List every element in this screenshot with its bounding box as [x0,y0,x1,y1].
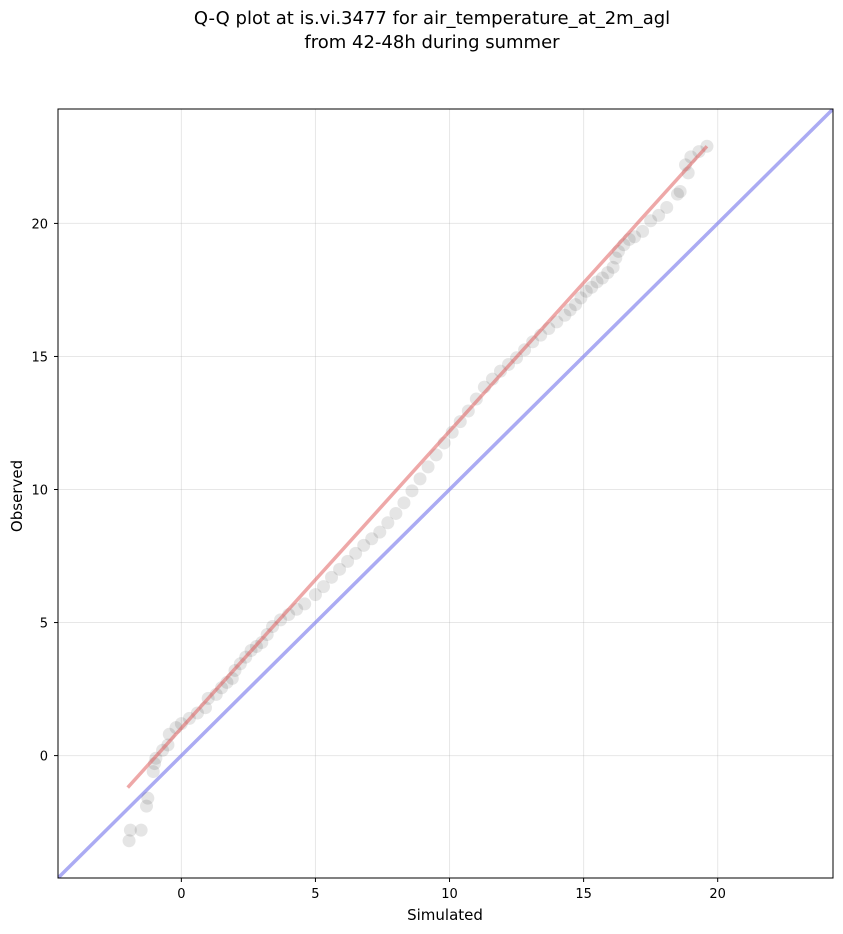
y-tick-label: 10 [31,484,48,499]
qq-point [316,580,330,594]
qq-point [139,799,153,813]
qq-point [563,303,577,317]
qq-point [493,364,507,378]
qq-point [215,681,229,695]
qq-point [365,532,379,546]
qq-point [585,280,599,294]
qq-point [381,516,395,530]
x-tick-label: 20 [709,887,726,902]
qq-point [601,266,615,280]
qq-point [123,823,137,837]
y-tick-label: 15 [31,350,48,365]
qq-point [574,291,588,305]
qq-point [606,260,620,274]
qq-point [373,525,387,539]
qq-point [255,636,269,650]
qq-point [122,834,136,848]
y-tick-label: 20 [31,217,48,232]
y-tick-label: 0 [40,750,48,765]
qq-point [146,765,160,779]
qq-point [692,145,706,159]
qq-point [349,546,363,560]
x-tick-label: 15 [575,887,592,902]
qq-point [673,184,687,198]
qq-point [595,271,609,285]
qq-point [644,214,658,228]
qq-point [333,562,347,576]
chart-title: Q-Q plot at is.vi.3477 for air_temperatu… [194,8,670,29]
qq-point [421,460,435,474]
chart-subtitle: from 42-48h during summer [304,32,560,53]
qq-point [325,570,339,584]
qq-point [141,791,155,805]
plot-frame [57,108,834,879]
x-tick-label: 10 [441,887,458,902]
qq-point [405,484,419,498]
plot-area [58,109,833,878]
qq-point [558,308,572,322]
qq-point [636,224,650,238]
fit-line [126,145,709,789]
qq-point [413,472,427,486]
x-tick-label: 0 [177,887,185,902]
qq-point [308,588,322,602]
qq-point [357,538,371,552]
x-axis-label: Simulated [407,906,483,924]
qq-point [298,597,312,611]
identity-line [58,109,833,878]
qq-point [628,230,642,244]
qq-point [652,208,666,222]
y-tick-label: 5 [40,617,48,632]
y-axis-label: Observed [8,460,26,532]
qq-point [670,187,684,201]
qq-point [397,496,411,510]
qq-point [609,251,623,265]
axis-ticks: 0 5 10 15 20 0 5 10 15 20 [31,217,726,902]
qq-point [569,298,583,312]
qq-point [660,200,674,214]
qq-point [579,284,593,298]
grid-lines [58,109,833,878]
qq-point [134,823,148,837]
qq-point [445,425,459,439]
qq-point [389,506,403,520]
x-tick-label: 5 [311,887,319,902]
qq-point [590,275,604,289]
qq-point [341,554,355,568]
